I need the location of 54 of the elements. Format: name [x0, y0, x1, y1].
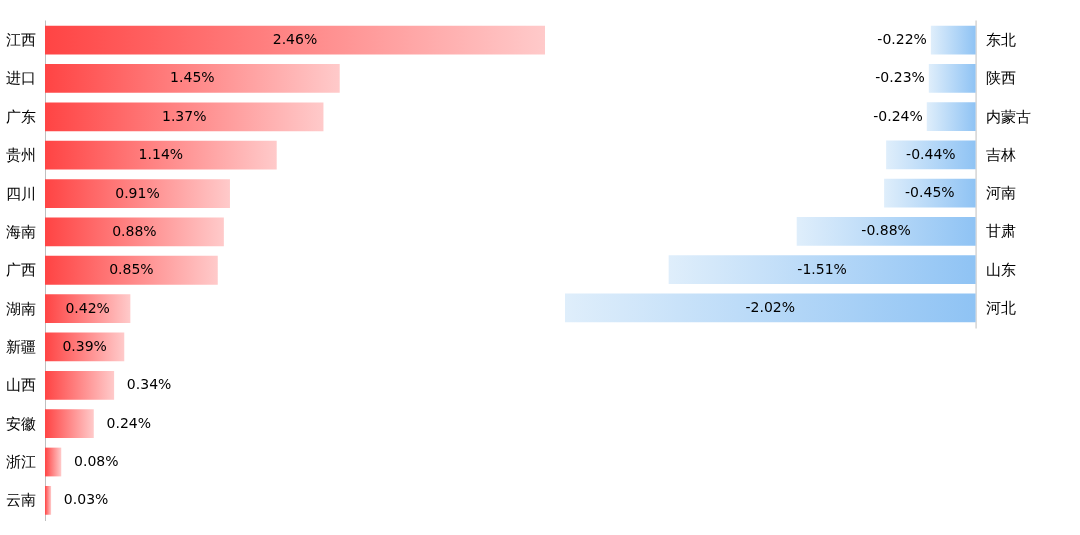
y-tick-label: 浙江 [5, 453, 36, 472]
bar [45, 447, 62, 477]
y-tick-label: 广西 [5, 261, 36, 280]
y-tick-label: 湖南 [5, 299, 36, 318]
bar [45, 294, 131, 323]
data-label: 0.39% [62, 337, 107, 354]
data-label: 1.45% [170, 69, 215, 86]
bar [45, 370, 115, 400]
data-label: -0.23% [875, 69, 925, 86]
bar [45, 179, 230, 208]
data-label: 0.24% [106, 414, 152, 431]
y-tick-label: 东北 [986, 31, 1017, 50]
y-tick-label: 内蒙古 [986, 107, 1032, 126]
data-label: -2.02% [745, 298, 796, 315]
data-label: 1.14% [138, 146, 184, 163]
y-tick-label: 陕西 [986, 69, 1017, 88]
y-tick-label: 云南 [5, 491, 36, 510]
data-label: -0.45% [905, 184, 955, 201]
data-label: 0.08% [74, 453, 119, 470]
y-tick-label: 贵州 [5, 146, 36, 165]
data-label: -0.22% [877, 31, 927, 48]
y-tick-label: 山西 [5, 376, 36, 395]
data-label: 0.85% [109, 261, 154, 278]
y-tick-label: 进口 [5, 69, 36, 88]
bar [45, 140, 277, 170]
bar [45, 64, 340, 93]
bar [45, 255, 218, 285]
bar [45, 485, 52, 515]
data-label: -0.88% [861, 222, 911, 239]
data-label: -0.24% [873, 107, 923, 124]
data-label: -1.51% [797, 260, 847, 277]
y-tick-label: 广东 [5, 107, 36, 126]
y-tick-label: 四川 [5, 184, 36, 203]
y-tick-label: 海南 [5, 222, 36, 241]
data-label: 1.37% [161, 107, 207, 124]
y-tick-label: 甘肃 [986, 222, 1017, 241]
data-label: 2.46% [272, 31, 318, 48]
data-label: 0.34% [126, 376, 172, 393]
bar [45, 217, 224, 247]
data-label: 0.42% [65, 299, 110, 316]
data-label: 0.91% [115, 184, 160, 201]
y-tick-label: 河北 [986, 298, 1017, 317]
y-tick-label: 新疆 [5, 337, 36, 356]
data-label: 0.88% [112, 222, 157, 239]
bar [45, 102, 324, 132]
bar [45, 409, 94, 439]
bar [45, 25, 545, 55]
y-tick-label: 安徽 [5, 414, 36, 433]
y-tick-label: 吉林 [986, 145, 1017, 164]
y-tick-label: 江西 [5, 31, 36, 50]
data-label: -0.44% [906, 145, 956, 162]
y-tick-label: 河南 [986, 184, 1017, 203]
y-tick-label: 山东 [986, 260, 1017, 279]
data-label: 0.03% [63, 491, 109, 508]
